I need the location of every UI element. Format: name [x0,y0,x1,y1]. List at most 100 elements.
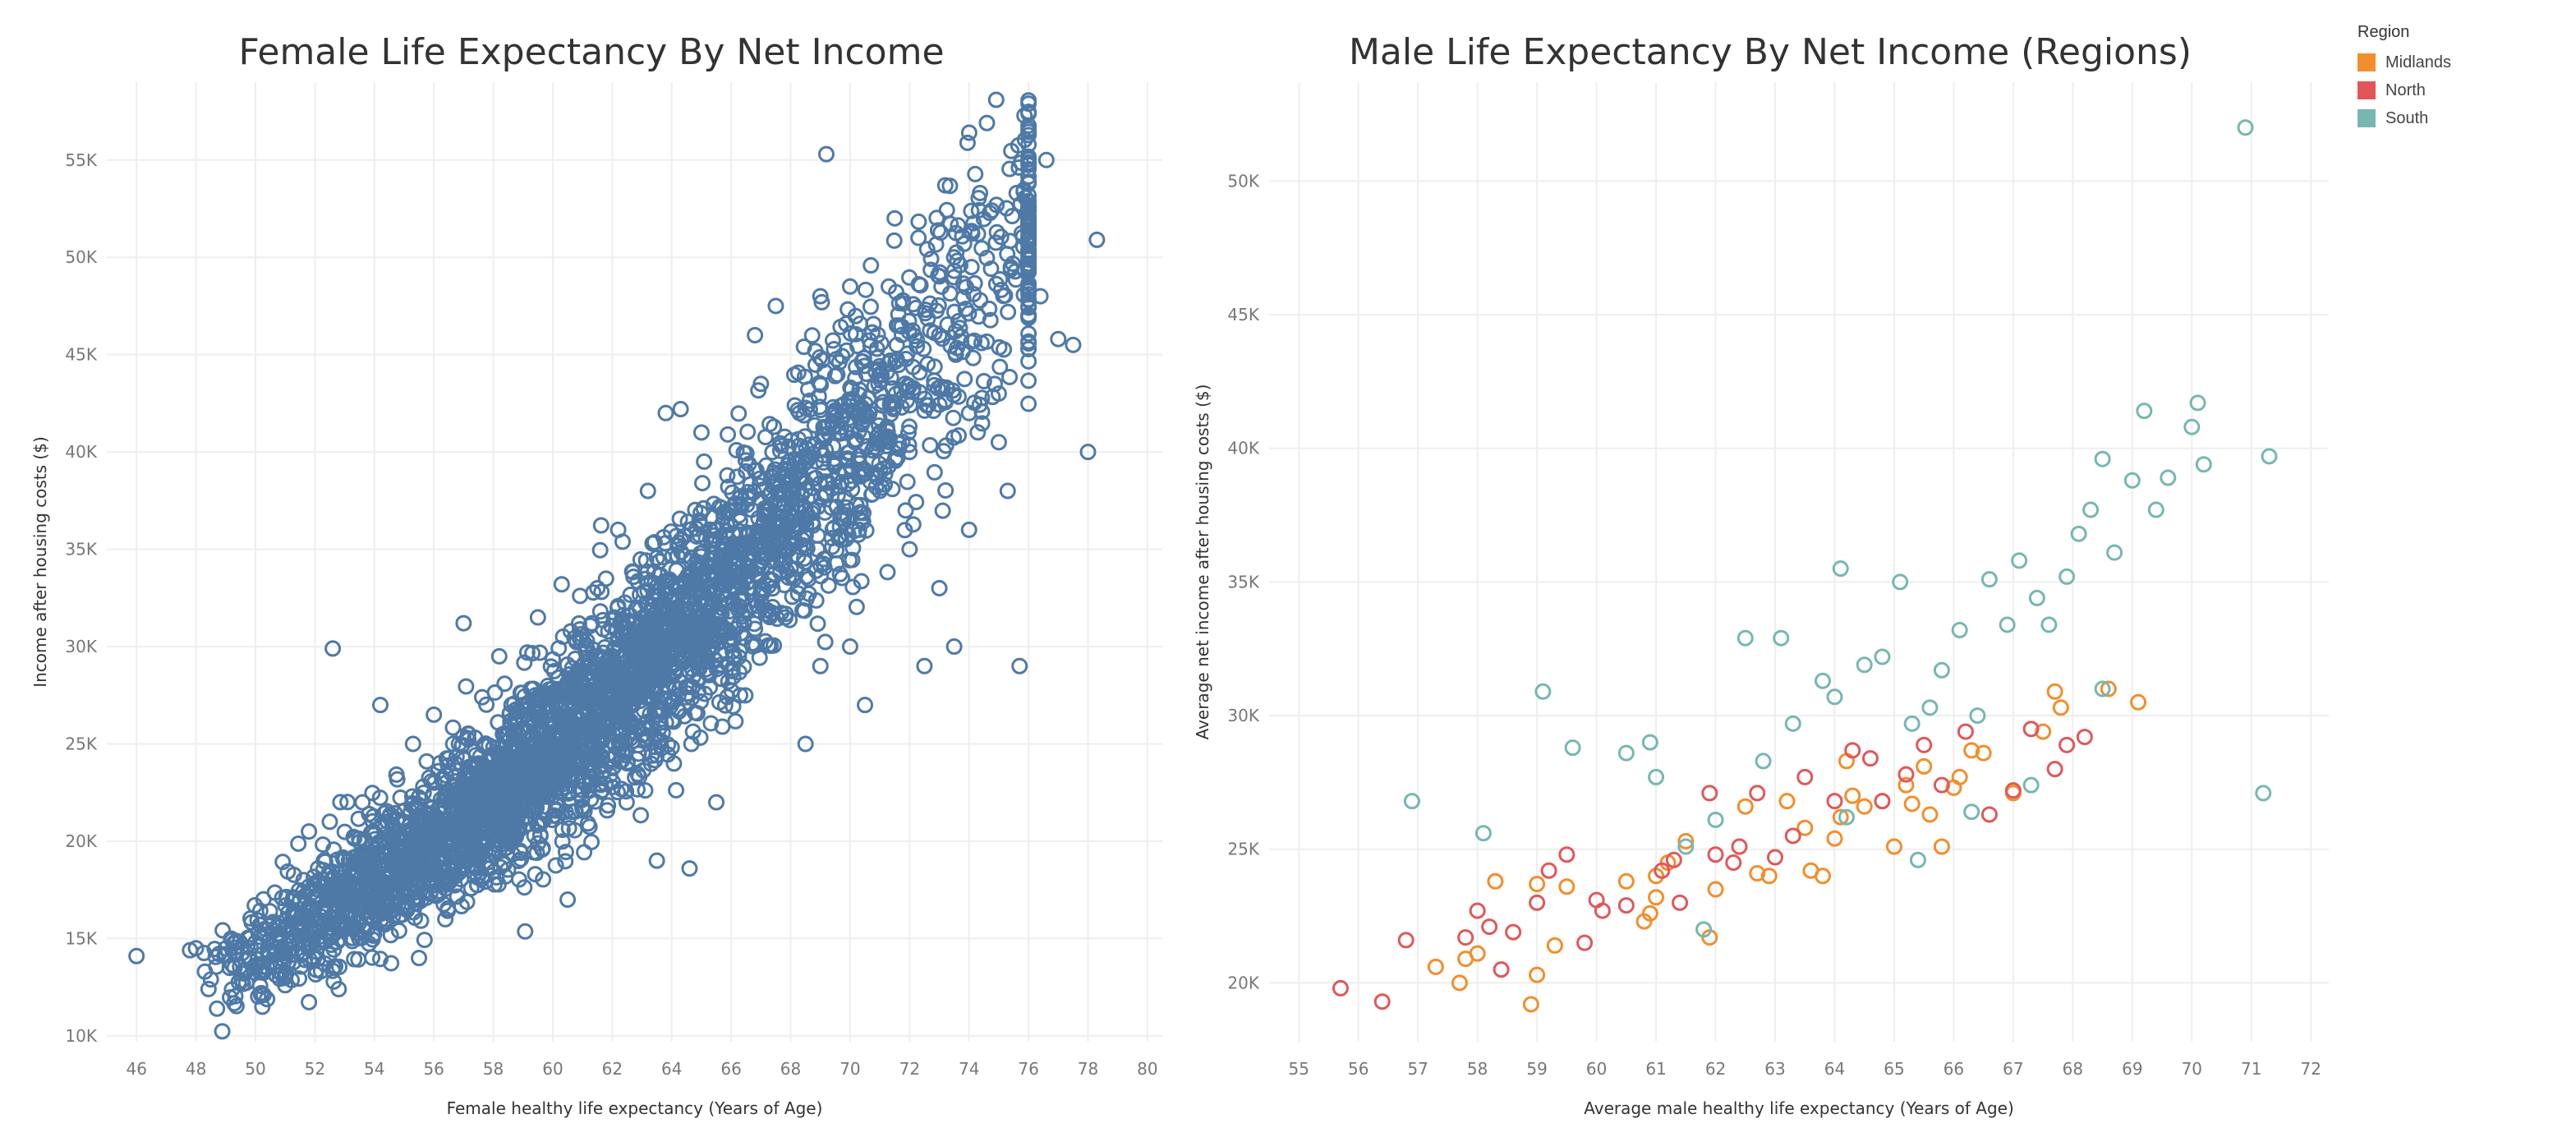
scatter-point [886,232,903,249]
scatter-point [789,364,807,381]
scatter-point [657,404,674,421]
scatter-point [421,869,439,886]
scatter-point-north [2004,782,2022,799]
scatter-point [727,712,744,730]
scatter-point [209,1000,226,1017]
scatter-point [791,455,808,472]
scatter-point [403,788,421,805]
scatter-point [844,578,862,596]
scatter-point-south [1474,825,1492,842]
scatter-point [1020,156,1037,173]
scatter-point [934,502,951,519]
scatter-point [692,639,710,656]
scatter-point [516,879,533,896]
scatter-point [807,592,825,609]
scatter-point [778,520,795,537]
scatter-point [963,259,980,276]
scatter-point [665,755,683,772]
scatter-point [897,502,914,519]
scatter-point-south [2123,472,2141,489]
scatter-point [990,385,1007,403]
scatter-point [583,833,600,850]
scatter-point [366,891,383,909]
scatter-point [1020,186,1037,204]
scatter-point [633,638,651,656]
scatter-point-midlands [2100,680,2117,697]
scatter-point [975,372,992,389]
scatter-point [217,946,234,963]
scatter-point-north [1898,766,1915,783]
legend-item-north[interactable]: North [2358,76,2571,104]
scatter-point [719,688,736,706]
scatter-point [724,642,741,660]
scatter-point [583,615,600,632]
female-chart-title: Female Life Expectancy By Net Income [238,31,945,73]
scatter-point [251,902,269,919]
scatter-point [737,452,754,469]
x-tick-label: 66 [1944,1059,1964,1079]
scatter-point [807,356,824,373]
scatter-point [761,607,778,624]
scatter-point [930,267,947,284]
scatter-point [614,724,632,741]
scatter-point [950,312,967,329]
scatter-point-midlands [1856,798,1873,815]
scatter-point [467,859,485,877]
legend-item-south[interactable]: South [2358,104,2571,132]
x-tick-label: 50 [245,1059,265,1079]
legend-item-midlands[interactable]: Midlands [2358,48,2571,76]
scatter-point [416,932,433,949]
scatter-point-north [1844,742,1861,759]
scatter-point [834,407,851,424]
scatter-point [820,577,837,594]
scatter-point [991,338,1008,356]
scatter-point [547,857,564,874]
scatter-point [1020,333,1037,350]
scatter-point [411,950,428,967]
scatter-point [400,866,417,883]
scatter-point-south [1677,838,1695,855]
scatter-point [592,517,610,534]
scatter-point [737,687,754,704]
scatter-point [542,658,559,675]
scatter-point-north [1654,862,1671,879]
scatter-point [252,984,269,1001]
scatter-point [904,322,922,339]
scatter-point-south [1856,656,1873,674]
scatter-point [458,767,475,785]
scatter-point [568,726,586,743]
scatter-point [871,417,888,434]
scatter-point [832,425,849,442]
scatter-point-north [1957,723,1974,740]
scatter-point [610,521,627,538]
scatter-point [832,532,849,549]
scatter-point-midlands [1951,768,1968,785]
scatter-point [930,297,947,314]
scatter-point [830,423,848,440]
scatter-point-north [1701,785,1718,802]
scatter-point [481,773,498,790]
midlands-swatch [2358,53,2376,71]
scatter-point [496,675,513,693]
scatter-point [908,338,926,355]
scatter-point [981,300,998,317]
scatter-point [982,260,1000,278]
scatter-point [520,723,537,740]
y-axis-title: Average net income after housing costs (… [1193,384,1212,740]
scatter-point [679,513,697,531]
scatter-point [730,405,748,422]
scatter-point-north [1373,993,1391,1010]
scatter-point [932,224,950,242]
scatter-point-south [1951,621,1968,638]
scatter-point-south [1534,683,1552,700]
scatter-point [724,593,742,610]
scatter-point [648,747,665,764]
scatter-point [731,513,748,530]
scatter-point-south [1903,715,1920,732]
scatter-point [494,792,511,809]
scatter-point [372,951,389,968]
scatter-point [945,638,963,656]
scatter-point-south [2070,525,2087,542]
scatter-point [694,475,711,492]
scatter-point [539,685,556,702]
